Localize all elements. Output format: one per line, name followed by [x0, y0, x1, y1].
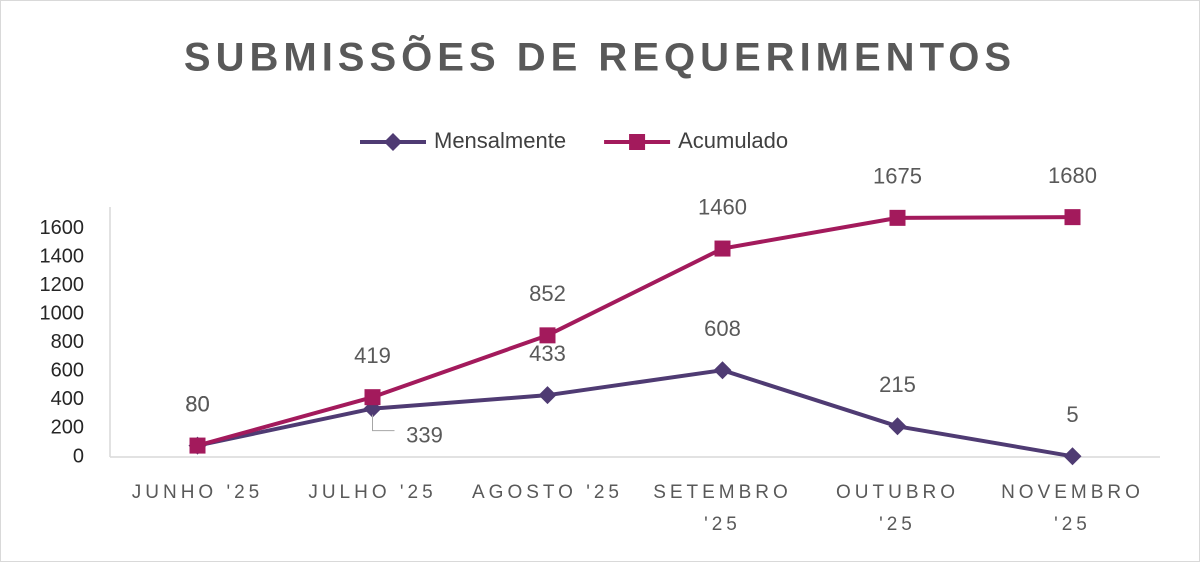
data-label: 80: [185, 391, 209, 416]
data-label: 852: [529, 281, 566, 306]
chart-title: SUBMISSÕES DE REQUERIMENTOS: [184, 34, 1016, 80]
y-tick-label: 1400: [40, 245, 85, 267]
data-label: 339: [406, 422, 443, 447]
data-label: 419: [354, 343, 391, 368]
x-tick-label: JUNHO '25: [132, 482, 263, 503]
data-label: 215: [879, 372, 916, 397]
y-tick-label: 1600: [40, 217, 85, 239]
y-tick-label: 400: [51, 388, 84, 410]
data-label: 1680: [1048, 163, 1097, 188]
marker: [714, 240, 731, 257]
y-tick-label: 0: [73, 445, 84, 467]
data-label: 433: [529, 341, 566, 366]
marker: [1063, 447, 1082, 466]
leader-line: [372, 414, 395, 432]
marker: [713, 361, 732, 380]
x-tick-label: NOVEMBRO '25: [1001, 482, 1144, 535]
marker: [629, 134, 646, 150]
data-label: 5: [1066, 402, 1078, 427]
y-tick-label: 1000: [40, 303, 85, 325]
y-tick-label: 200: [51, 417, 84, 439]
marker: [384, 133, 402, 151]
data-label: 1675: [873, 164, 922, 189]
legend-label: Acumulado: [678, 128, 788, 153]
marker: [889, 209, 906, 226]
y-tick-label: 600: [51, 360, 84, 382]
data-label: 1460: [698, 194, 747, 219]
data-label: 608: [704, 316, 741, 341]
marker: [539, 327, 556, 344]
marker: [1064, 209, 1081, 226]
y-tick-label: 800: [51, 331, 84, 353]
x-tick-label: SETEMBRO '25: [653, 482, 792, 535]
legend-label: Mensalmente: [434, 128, 566, 153]
marker: [888, 417, 907, 436]
marker: [538, 386, 557, 405]
data-label: 80: [185, 391, 209, 416]
y-tick-label: 1200: [40, 274, 85, 296]
marker: [364, 389, 381, 406]
x-tick-label: JULHO '25: [308, 482, 436, 503]
marker: [189, 437, 206, 454]
series: 80 419 852 1460 1675 1680: [185, 163, 1097, 454]
series-line: [197, 368, 1073, 459]
series-line: [196, 215, 1073, 448]
x-tick-label: OUTUBRO '25: [836, 482, 959, 535]
x-tick-label: AGOSTO '25: [472, 482, 623, 503]
